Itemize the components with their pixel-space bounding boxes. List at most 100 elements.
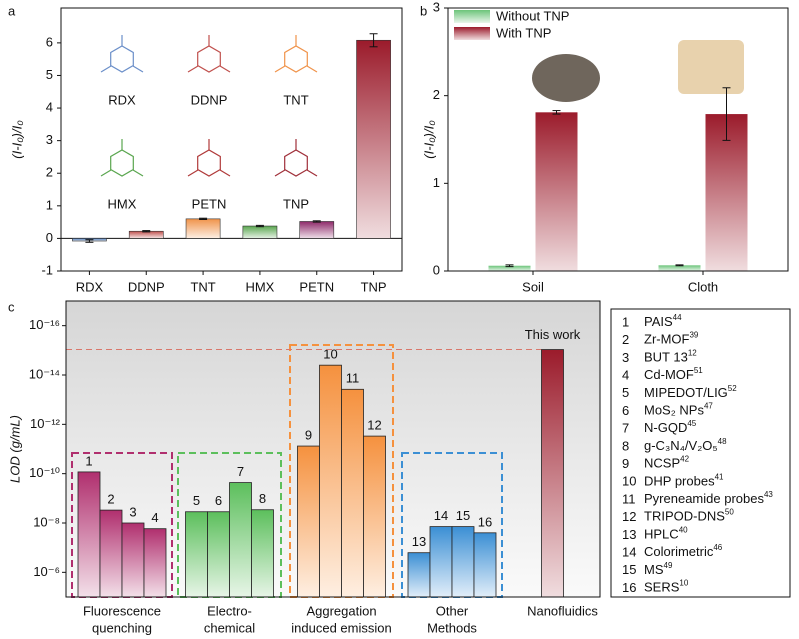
legend-ref: 42 [680, 455, 689, 464]
bar-label: 6 [215, 493, 222, 508]
structure-bond [100, 169, 112, 177]
legend-number: 8 [622, 438, 629, 453]
legend-number: 16 [622, 580, 636, 595]
panel-letter: c [8, 299, 15, 314]
bar [541, 349, 564, 598]
legend-ref: 41 [715, 472, 724, 481]
legend-ref: 49 [664, 561, 673, 570]
legend-name: DHP probes [644, 474, 715, 489]
cloth-photo [678, 40, 744, 94]
structure-ring [284, 45, 308, 73]
legend-ref: 40 [679, 526, 688, 535]
y-tick-label: 3 [433, 0, 440, 14]
legend-entry: BUT 1312 [644, 349, 697, 365]
bar [535, 112, 578, 271]
structure-label: DDNP [191, 92, 228, 107]
legend-name: Zr-MOF [644, 332, 690, 347]
group-label: quenching [92, 620, 152, 635]
bar-label: 3 [129, 504, 136, 519]
x-tick-label: Soil [522, 279, 544, 294]
y-tick-label: 5 [46, 67, 53, 82]
legend-name: Colorimetric [644, 545, 714, 560]
plot-frame [447, 7, 789, 272]
bar [356, 39, 391, 239]
bar [99, 509, 123, 598]
bar [185, 218, 221, 239]
y-axis-label: LOD (g/mL) [7, 415, 22, 483]
bar [77, 471, 101, 598]
legend-entry: NCSP42 [644, 455, 690, 471]
legend-ref: 47 [704, 402, 713, 411]
legend-ref: 39 [689, 331, 698, 340]
x-tick-label: PETN [299, 279, 334, 294]
y-tick-label: 10⁻¹⁶ [29, 317, 60, 332]
bar-label: 4 [151, 510, 158, 525]
structure-bond [187, 169, 199, 177]
legend-name: MoS₂ NPs [644, 403, 704, 418]
legend-entry: MS49 [644, 561, 673, 577]
bar-label: 7 [237, 464, 244, 479]
group-label: Electro- [207, 603, 252, 618]
legend-entry: PAIS44 [644, 313, 682, 329]
legend-number: 2 [622, 332, 629, 347]
y-tick-label: 1 [46, 197, 53, 212]
legend-label: With TNP [496, 25, 551, 40]
bar [319, 364, 342, 598]
soil-photo [532, 54, 600, 102]
x-tick-label: TNP [361, 279, 387, 294]
y-tick-label: 4 [46, 99, 53, 114]
x-tick-label: TNT [190, 279, 215, 294]
y-tick-label: 10⁻⁶ [33, 564, 60, 579]
legend-entry: Pyreneamide probes43 [644, 490, 773, 506]
structure-ring [284, 149, 308, 177]
bar-label: 2 [107, 492, 114, 507]
structure-bond [219, 169, 231, 177]
legend-name: Cd-MOF [644, 368, 694, 383]
plot-frame [60, 7, 403, 272]
legend-label: Without TNP [496, 8, 569, 23]
group-label: chemical [204, 620, 255, 635]
legend-name: NCSP [644, 456, 680, 471]
y-tick-label: 2 [46, 165, 53, 180]
bar [185, 511, 208, 598]
legend-name: BUT 13 [644, 350, 688, 365]
bar [473, 532, 497, 598]
plot-frame [65, 300, 601, 598]
bar-label: 11 [346, 371, 360, 386]
panel-letter: a [8, 3, 16, 18]
x-tick-label: HMX [245, 279, 274, 294]
structure-label: HMX [108, 196, 137, 211]
legend-number: 5 [622, 385, 629, 400]
panel-letter: b [420, 3, 427, 18]
legend-name: HPLC [644, 527, 679, 542]
legend-number: 11 [622, 491, 636, 506]
legend-name: PAIS [644, 314, 673, 329]
structure-ring [197, 149, 221, 177]
legend-name: TRIPOD-DNS [644, 509, 725, 524]
bar [488, 265, 531, 271]
y-tick-label: -1 [41, 262, 53, 277]
legend-entry: DHP probes41 [644, 472, 724, 488]
legend-number: 13 [622, 527, 636, 542]
structure-ring [110, 45, 134, 73]
legend-ref: 45 [687, 419, 696, 428]
legend-entry: Cd-MOF51 [644, 366, 703, 382]
legend-entry: Colorimetric46 [644, 543, 723, 559]
y-tick-label: 10⁻¹⁴ [29, 366, 60, 381]
bar [297, 445, 320, 598]
bar [299, 221, 335, 239]
bar [363, 435, 386, 598]
bar-label: 8 [259, 491, 266, 506]
legend-entry: TRIPOD-DNS50 [644, 508, 734, 524]
legend-ref: 44 [673, 313, 682, 322]
legend-name: SERS [644, 580, 680, 595]
structure-label: TNT [283, 92, 308, 107]
legend-name: MS [644, 562, 664, 577]
bar-label: 16 [478, 514, 492, 529]
legend-swatch [454, 27, 490, 40]
bar-label: 12 [367, 418, 381, 433]
legend-entry: g-C₃N₄/V₂O₅48 [644, 437, 727, 453]
y-tick-label: 0 [46, 230, 53, 245]
bar [207, 511, 230, 598]
